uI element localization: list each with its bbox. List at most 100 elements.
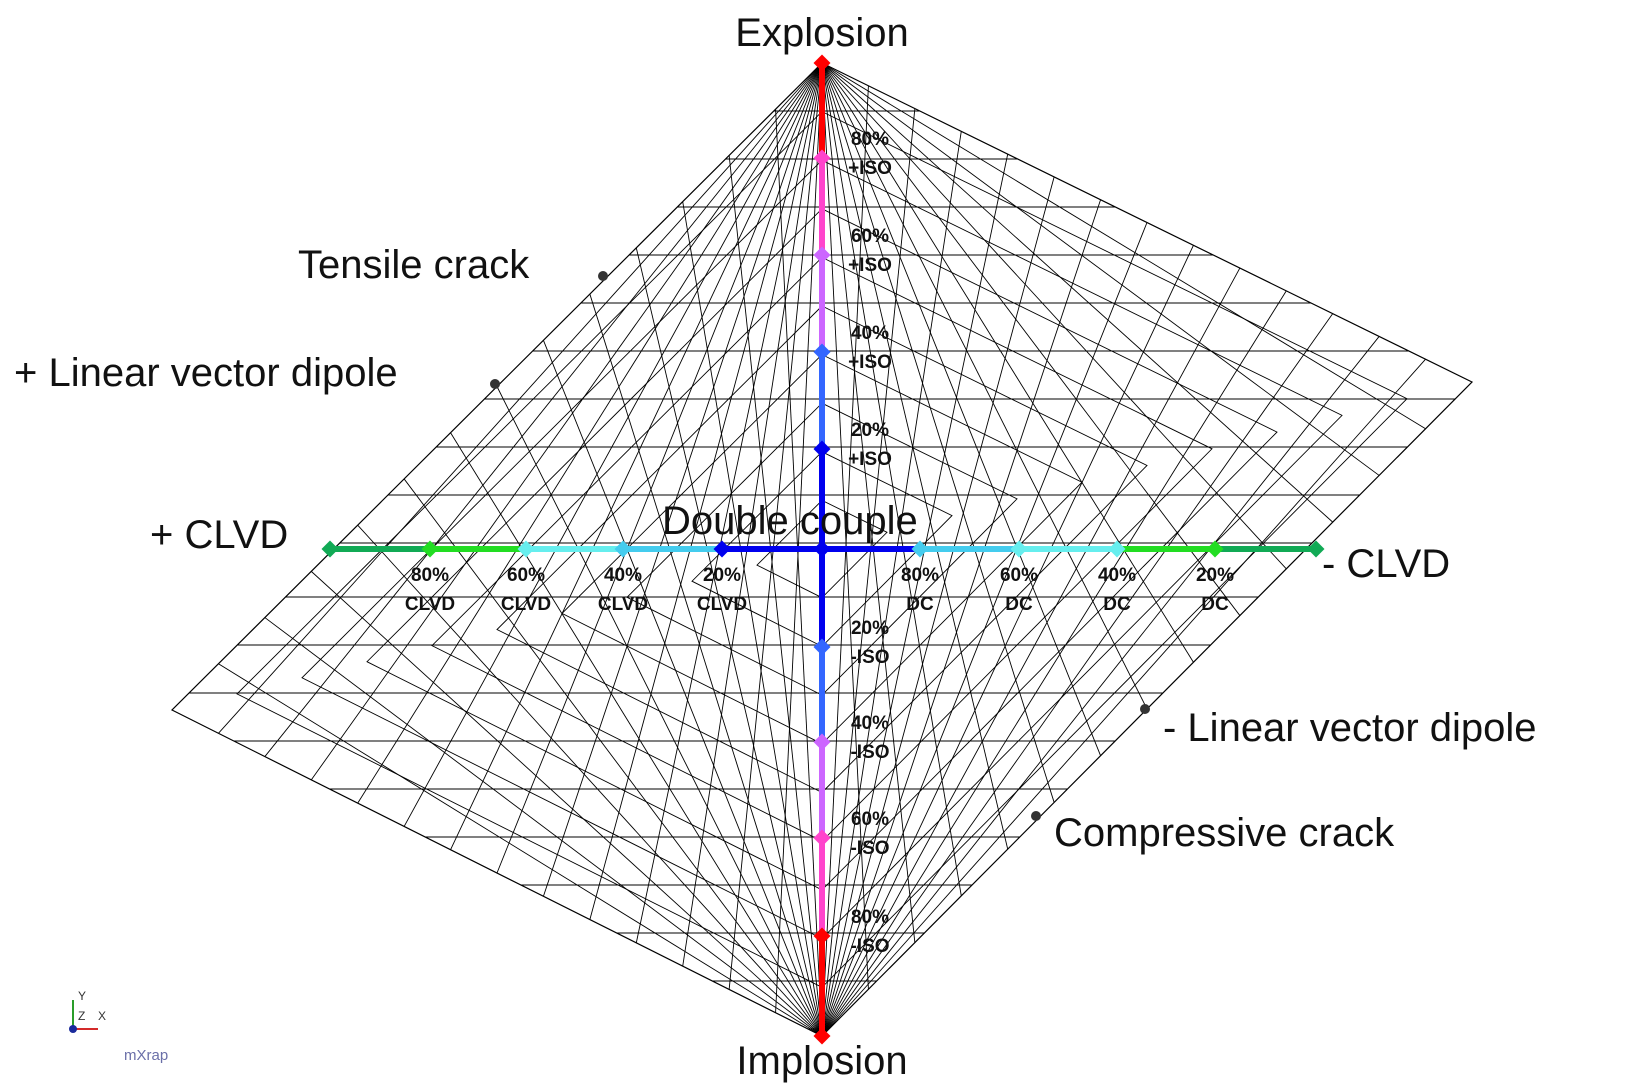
iso-label: 60% +ISO xyxy=(848,226,892,276)
grid-line xyxy=(403,62,823,827)
grid-contour xyxy=(756,500,823,599)
iso-marker xyxy=(813,927,831,945)
compressive-crack-label: Compressive crack xyxy=(1054,811,1395,855)
grid-line xyxy=(821,245,1194,1037)
grid-contour xyxy=(821,208,1278,891)
clvd-label: 20% CLVD xyxy=(697,565,747,615)
iso-label: 80% -ISO xyxy=(850,907,889,957)
clvd-marker xyxy=(421,540,439,558)
implosion-label: Implosion xyxy=(736,1039,907,1083)
grid-contour xyxy=(821,354,1083,745)
iso-label: 40% +ISO xyxy=(848,323,892,373)
grid-line xyxy=(357,524,823,1037)
grid-line xyxy=(450,62,823,850)
minus-lvd-point xyxy=(1140,704,1150,714)
grid-line xyxy=(589,293,823,1037)
iso-marker xyxy=(813,343,831,361)
grid-line xyxy=(821,267,1241,1037)
iso-label: 20% -ISO xyxy=(850,618,889,668)
double-couple-marker xyxy=(813,540,831,558)
minus-clvd-marker xyxy=(1307,540,1325,558)
grid-line xyxy=(218,663,823,1037)
grid-line xyxy=(821,199,1101,1037)
grid-line xyxy=(728,155,823,1037)
minus-lvd-label: - Linear vector dipole xyxy=(1163,706,1537,750)
axis-y-label: Y xyxy=(78,989,86,1003)
iso-label: 40% -ISO xyxy=(850,713,889,763)
grid-line xyxy=(821,62,1241,616)
mesh-grid xyxy=(170,62,1474,1037)
grid-contour xyxy=(236,111,823,988)
iso-marker xyxy=(813,440,831,458)
percentage-labels: 80% +ISO 60% +ISO 40% +ISO 20% +ISO 20% -ISO 40% -I… xyxy=(405,129,1234,957)
grid-line xyxy=(821,62,962,896)
iso-label: 60% -ISO xyxy=(850,809,889,859)
grid-line xyxy=(775,109,823,1037)
axis-x-label: X xyxy=(98,1009,106,1023)
grid-line xyxy=(728,62,823,990)
brand-logo: mXrap xyxy=(124,1047,168,1064)
clvd-label: 40% CLVD xyxy=(598,565,648,615)
clvd-label: 60% CLVD xyxy=(501,565,551,615)
iso-label: 20% +ISO xyxy=(848,420,892,470)
grid-line xyxy=(543,340,823,1037)
grid-line xyxy=(264,62,823,757)
clvd-marker xyxy=(517,540,535,558)
plus-lvd-point xyxy=(490,379,500,389)
clvd-label: 80% CLVD xyxy=(405,565,455,615)
compressive-crack-point xyxy=(1031,811,1041,821)
dc-label: 80% DC xyxy=(901,565,939,615)
grid-line xyxy=(821,62,1101,756)
grid-line xyxy=(310,571,823,1037)
implosion-marker xyxy=(813,1027,831,1045)
double-couple-label: Double couple xyxy=(662,499,918,543)
grid-line xyxy=(821,62,1380,476)
grid-line xyxy=(821,313,1334,1037)
dc-label: 40% DC xyxy=(1098,565,1136,615)
axis-z-label: Z xyxy=(78,1009,85,1023)
grid-line xyxy=(821,154,1009,1037)
grid-line xyxy=(682,201,823,1037)
axis-indicator: Y Z X xyxy=(69,989,106,1033)
grid-line xyxy=(821,62,1287,570)
grid-line xyxy=(821,62,1055,803)
iso-marker xyxy=(813,149,831,167)
grid-line xyxy=(821,176,1055,1037)
grid-line xyxy=(821,62,1426,430)
grid-contour xyxy=(821,159,1343,939)
grid-contour xyxy=(821,402,1018,696)
minus-clvd-label: - CLVD xyxy=(1322,542,1450,586)
plus-lvd-label: + Linear vector dipole xyxy=(14,351,398,395)
explosion-label: Explosion xyxy=(735,11,908,55)
iso-marker xyxy=(813,733,831,751)
dc-marker xyxy=(911,540,929,558)
grid-line xyxy=(821,62,1009,850)
grid-line xyxy=(589,62,823,920)
grid-line xyxy=(264,617,823,1037)
clvd-marker xyxy=(614,540,632,558)
plus-clvd-label: + CLVD xyxy=(150,513,288,557)
grid-line xyxy=(821,358,1426,1037)
clvd-marker xyxy=(713,540,731,558)
grid-contour xyxy=(431,257,823,842)
dc-marker xyxy=(1010,540,1028,558)
grid-line xyxy=(682,62,823,967)
dc-marker xyxy=(1108,540,1126,558)
grid-contour xyxy=(821,305,1148,793)
grid-contour xyxy=(301,159,823,940)
grid-contour xyxy=(366,208,823,891)
tensile-crack-point xyxy=(598,271,608,281)
grid-line xyxy=(775,62,823,1013)
grid-contour xyxy=(496,305,823,793)
grid-line xyxy=(635,247,823,1037)
iso-marker xyxy=(813,829,831,847)
component-lines xyxy=(330,63,1316,1036)
plus-clvd-marker xyxy=(321,540,339,558)
grid-line xyxy=(821,62,869,990)
grid-line xyxy=(635,62,823,943)
grid-line xyxy=(821,108,916,1037)
grid-line xyxy=(821,62,916,943)
dc-marker xyxy=(1206,540,1224,558)
explosion-marker xyxy=(813,54,831,72)
grid-line xyxy=(403,478,823,1037)
